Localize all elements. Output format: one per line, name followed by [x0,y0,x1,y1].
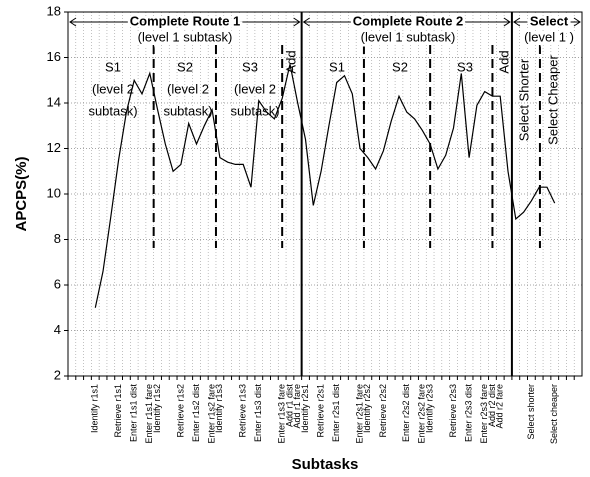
annotation: Add [283,50,298,73]
x-tick-label: Identify r1s1 [90,384,100,433]
annotation: (level 1 subtask) [361,29,456,44]
x-tick-label: Identify r2s1 [300,384,310,433]
y-tick-label: 14 [47,94,61,109]
x-tick-label: Identify r2s3 [425,384,435,433]
x-tick-label: Enter r2s3 fare [479,384,489,444]
x-tick-label: Retrieve r1s3 [238,384,248,438]
annotation: (level 1 ) [524,29,574,44]
y-axis-title: APCPS(%) [13,156,30,231]
annotation: S2 [177,59,193,74]
annotation: (level 2 [234,81,276,96]
y-tick-label: 2 [54,367,61,382]
annotation: (level 2 [92,81,134,96]
y-tick-label: 18 [47,3,61,18]
x-axis-title: Subtasks [292,456,359,473]
x-tick-label: Retrieve r1s2 [175,384,185,438]
x-tick-label: Enter r2s2 fare [417,384,427,444]
x-tick-label: Retrieve r2s2 [378,384,388,438]
arrow-head [302,17,310,27]
x-tick-label: Enter r2s1 dist [331,384,341,443]
annotation: (level 1 subtask) [138,29,233,44]
arrow-head [503,17,511,27]
annotation: Complete Route 2 [353,13,464,28]
x-tick-label: Retrieve r2s3 [448,384,458,438]
annotation: Select Shorter [516,58,531,141]
annotation: subtask) [230,103,279,118]
annotation: Select Cheaper [545,55,560,145]
x-tick-label: Enter r1s3 dist [253,384,263,443]
annotation: Complete Route 1 [130,13,241,28]
arrow-head [293,17,301,27]
annotation: S2 [392,59,408,74]
arrow-head [69,17,77,27]
arrow-head [513,17,521,27]
annotation: S3 [457,59,473,74]
x-tick-label: Identify r2s2 [362,384,372,433]
x-tick-label: Retrieve r1s1 [113,384,123,438]
x-tick-label: Select cheaper [549,384,559,444]
x-tick-label: Enter r1s2 dist [191,384,201,443]
x-tick-label: Add r1 dist [284,384,294,428]
data-line [94,64,556,308]
x-tick-label: Add r1 fare [292,384,302,429]
x-tick-label: Add r2 dist [487,384,497,428]
annotation: (level 2 [167,81,209,96]
x-tick-label: Add r2 fare [495,384,505,429]
x-tick-label: Select shorter [526,384,536,440]
x-tick-label: Enter r2s2 dist [401,384,411,443]
arrow-head [573,17,581,27]
x-tick-label: Enter r2s1 fare [354,384,364,444]
x-tick-label: Enter r1s1 dist [129,384,139,443]
x-tick-label: Enter r1s2 fare [206,384,216,444]
annotation: subtask) [163,103,212,118]
annotation: S3 [242,59,258,74]
y-tick-label: 12 [47,140,61,155]
y-tick-label: 8 [54,231,61,246]
y-tick-label: 10 [47,185,61,200]
y-tick-label: 4 [54,322,61,337]
y-tick-label: 6 [54,276,61,291]
x-tick-label: Identify r1s2 [152,384,162,433]
y-tick-label: 16 [47,49,61,64]
annotation: Select [530,13,569,28]
annotation: Add [496,50,511,73]
x-tick-label: Enter r1s1 fare [144,384,154,444]
annotation: S1 [329,59,345,74]
annotation: subtask) [88,103,137,118]
x-tick-label: Enter r1s3 fare [277,384,287,444]
x-tick-label: Identify r1s3 [214,384,224,433]
x-tick-label: Retrieve r2s1 [315,384,325,438]
annotation: S1 [105,59,121,74]
x-tick-label: Enter r2s3 dist [463,384,473,443]
